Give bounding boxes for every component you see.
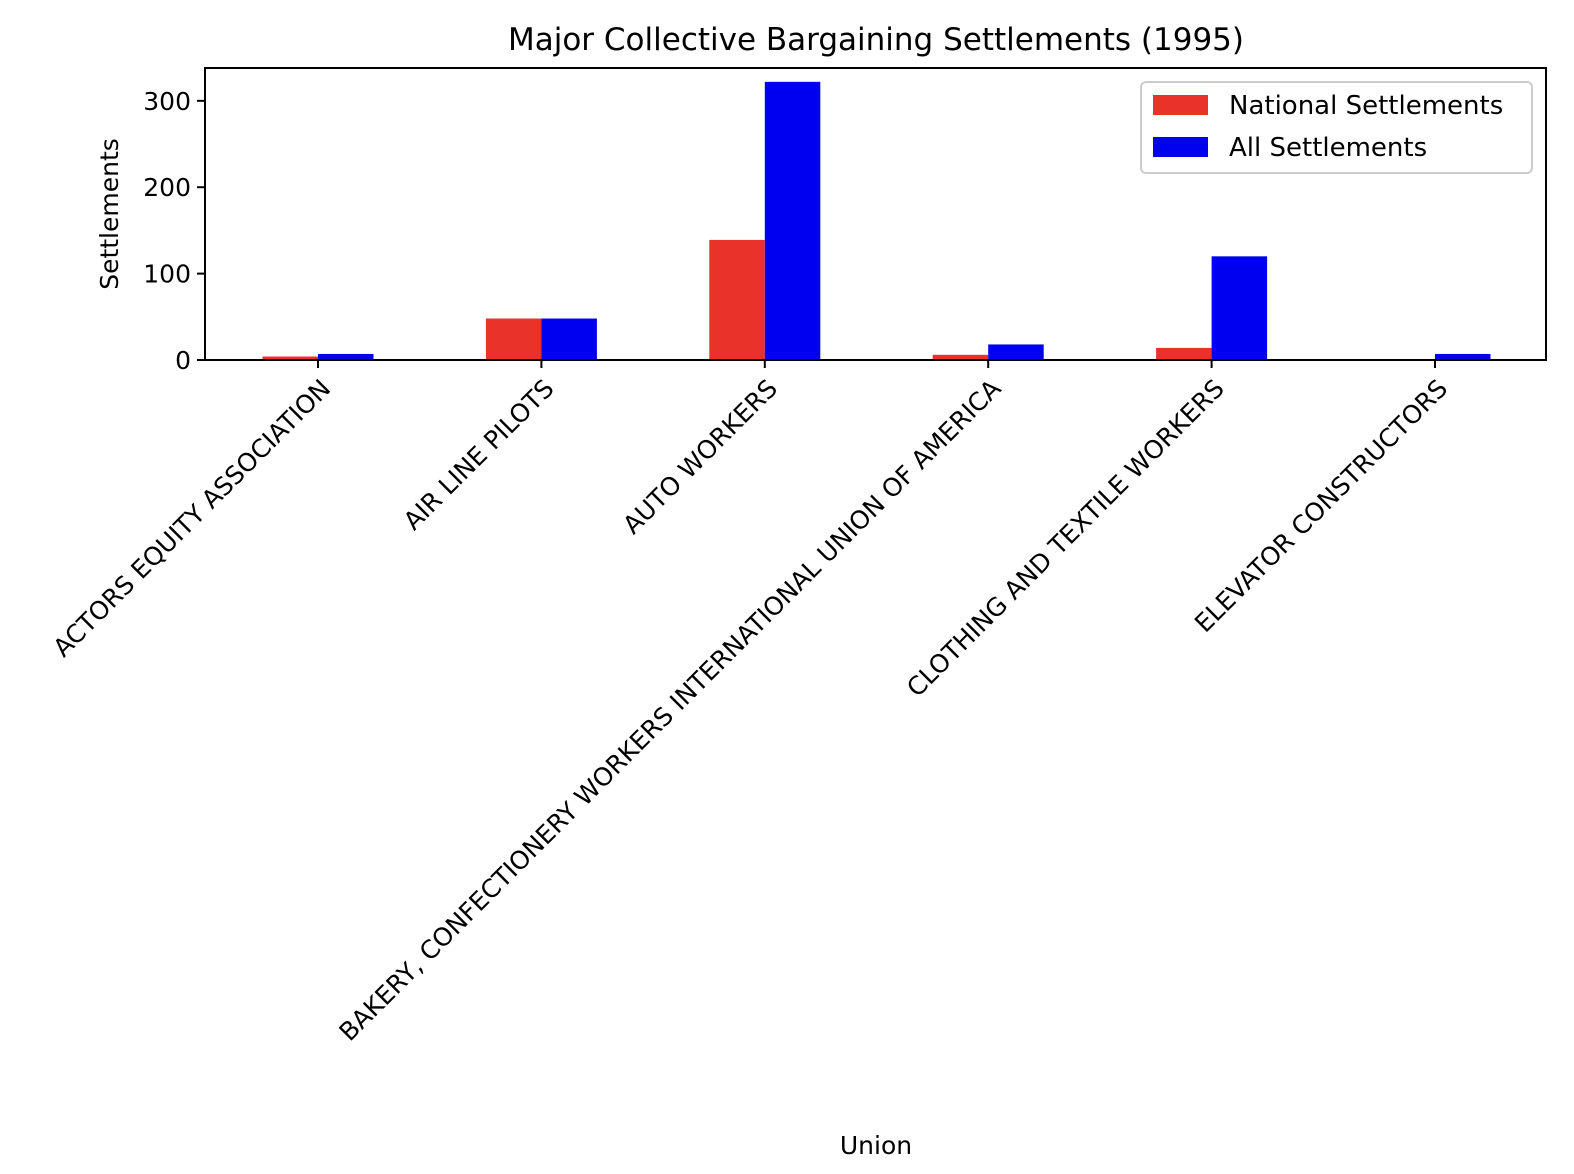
y-tick-label-0: 0	[175, 346, 191, 375]
y-tick-label-1: 100	[143, 260, 191, 289]
y-tick-label-3: 300	[143, 87, 191, 116]
plot-frame	[204, 67, 1547, 361]
x-axis-label: Union	[840, 1131, 912, 1160]
bar-national-1	[485, 318, 542, 360]
legend: National Settlements All Settlements	[1140, 81, 1533, 174]
y-axis-label: Settlements	[95, 138, 124, 290]
bar-all-1	[541, 318, 597, 360]
chart-title: Major Collective Bargaining Settlements …	[508, 22, 1244, 58]
bar-all-5	[1435, 353, 1491, 360]
legend-swatch-1	[1153, 137, 1208, 157]
legend-label-0: National Settlements	[1229, 91, 1503, 121]
bar-all-2	[764, 81, 821, 361]
bar-national-4	[1156, 347, 1212, 360]
y-axis: 0 100 200 300	[143, 87, 205, 375]
legend-label-1: All Settlements	[1229, 133, 1427, 163]
bar-national-2	[709, 239, 765, 360]
bar-national-0	[262, 356, 318, 360]
bar-all-3	[988, 344, 1044, 360]
legend-box	[1140, 81, 1533, 174]
bar-national-3	[932, 354, 989, 360]
legend-swatch-0	[1153, 95, 1208, 115]
bar-all-4	[1211, 256, 1268, 360]
bar-all-0	[318, 353, 374, 360]
y-tick-label-2: 200	[143, 173, 191, 202]
bars-layer	[262, 81, 1491, 361]
